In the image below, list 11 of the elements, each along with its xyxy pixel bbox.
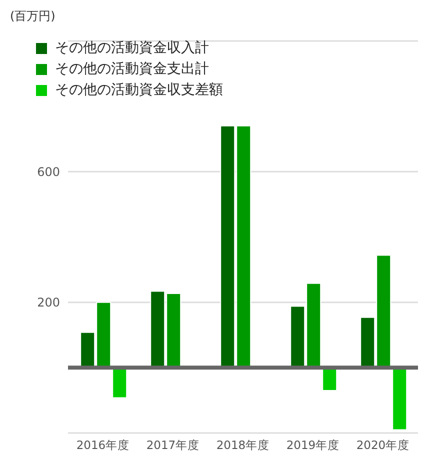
x-tick-label: 2019年度	[286, 438, 340, 452]
y-tick-label: 200	[37, 296, 60, 310]
legend-label: その他の活動資金収支差額	[55, 81, 223, 100]
legend-label: その他の活動資金収入計	[55, 39, 209, 58]
y-tick-label: 600	[37, 164, 60, 179]
text: (百万円)	[10, 8, 56, 25]
x-tick-label: 2020年度	[356, 438, 410, 452]
x-tick-label: 2016年度	[76, 438, 130, 452]
x-tick-label: 2017年度	[146, 438, 200, 452]
legend-label: その他の活動資金支出計	[55, 60, 209, 79]
x-tick-label: 2018年度	[216, 438, 270, 452]
